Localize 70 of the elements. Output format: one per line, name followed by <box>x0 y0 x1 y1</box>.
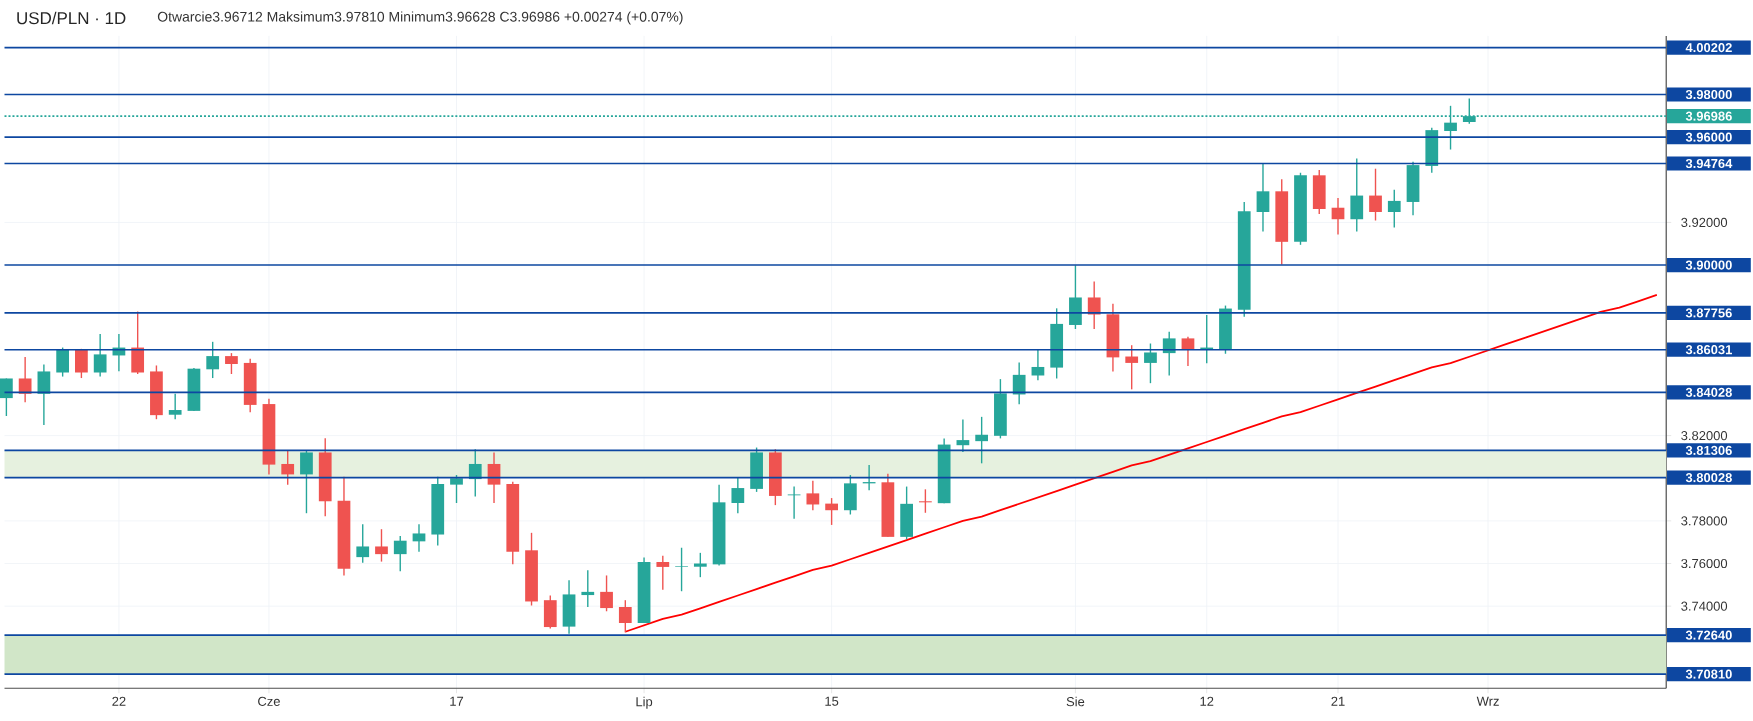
candlestick <box>731 476 745 514</box>
candlestick <box>412 523 426 553</box>
candlestick <box>656 555 670 591</box>
candlestick <box>806 480 820 511</box>
candlestick <box>450 474 463 504</box>
candlestick <box>281 449 295 486</box>
x-tick-label: Cze <box>258 696 280 706</box>
candlestick <box>0 377 13 417</box>
y-tick-label: 3.82000 <box>1681 430 1728 441</box>
y-tick-label: 3.74000 <box>1681 601 1728 611</box>
candlestick <box>693 552 707 578</box>
candlestick <box>487 451 501 504</box>
x-tick-label: 12 <box>1200 696 1214 706</box>
candlestick <box>1256 163 1270 233</box>
candlestick <box>300 449 313 514</box>
candlestick <box>375 528 388 563</box>
ref-line-label: 3.94764 <box>1685 158 1733 169</box>
ref-line-label: 3.98000 <box>1685 89 1732 100</box>
y-tick-label: 3.78000 <box>1681 516 1728 526</box>
ref-line-label: 3.84028 <box>1685 387 1732 397</box>
ref-line-label: 3.96986 <box>1685 111 1732 121</box>
candlestick <box>393 535 407 572</box>
candlestick <box>1125 344 1139 390</box>
ref-line-label: 3.96000 <box>1685 132 1732 142</box>
ref-line-label: 3.72640 <box>1685 630 1732 640</box>
ref-line-label: 3.70810 <box>1685 669 1732 679</box>
ref-line-label: 3.86031 <box>1685 345 1732 355</box>
chart-subtitle: Otwarcie3.96712 Maksimum3.97810 Minimum3.96628 C3.96986 +0.00274 (+0.07%) <box>157 11 683 25</box>
candlestick <box>37 363 51 426</box>
candlestick <box>206 341 220 379</box>
candlestick <box>1369 167 1382 222</box>
ref-line-label: 3.81306 <box>1685 445 1732 455</box>
ref-line-label: 3.80028 <box>1685 472 1732 483</box>
ref-line-label: 4.00202 <box>1685 42 1732 53</box>
candlestick <box>1162 331 1176 377</box>
y-tick-label: 3.76000 <box>1681 558 1728 569</box>
candlestick <box>975 416 989 464</box>
x-tick-label: Wrz <box>1476 696 1499 706</box>
ref-line-label: 3.90000 <box>1685 260 1732 270</box>
candlestick <box>18 356 32 403</box>
x-tick-label: 21 <box>1331 696 1345 706</box>
candlestick <box>787 485 801 520</box>
y-tick-label: 3.92000 <box>1681 217 1728 227</box>
candlestick <box>1144 342 1157 384</box>
candlestick <box>1012 361 1026 405</box>
candlestick <box>56 346 70 378</box>
candlestick <box>919 488 932 514</box>
candlestick <box>581 569 595 608</box>
candlestick <box>1387 189 1401 229</box>
candlestick <box>600 574 613 612</box>
candlestick <box>675 546 688 592</box>
candlestick <box>1350 157 1364 233</box>
candlestick <box>468 448 482 498</box>
candlestick <box>75 348 88 379</box>
candlestick <box>956 418 970 453</box>
candlestick <box>1331 197 1345 236</box>
candlestick <box>168 393 182 420</box>
x-tick-label: Sie <box>1066 696 1085 707</box>
candlestick <box>1181 335 1195 367</box>
candlestick <box>825 497 838 526</box>
x-tick-label: Lip <box>636 696 653 709</box>
x-tick-label: 17 <box>450 696 464 706</box>
candlestick <box>356 523 370 564</box>
x-tick-label: 15 <box>825 696 839 706</box>
ref-line-label: 3.87756 <box>1685 308 1732 318</box>
candlestick <box>618 599 632 634</box>
candlestick <box>93 333 107 378</box>
x-tick-label: 22 <box>112 696 126 706</box>
candlestick <box>225 352 238 375</box>
chart-title: USD/PLN · 1D <box>17 11 126 25</box>
